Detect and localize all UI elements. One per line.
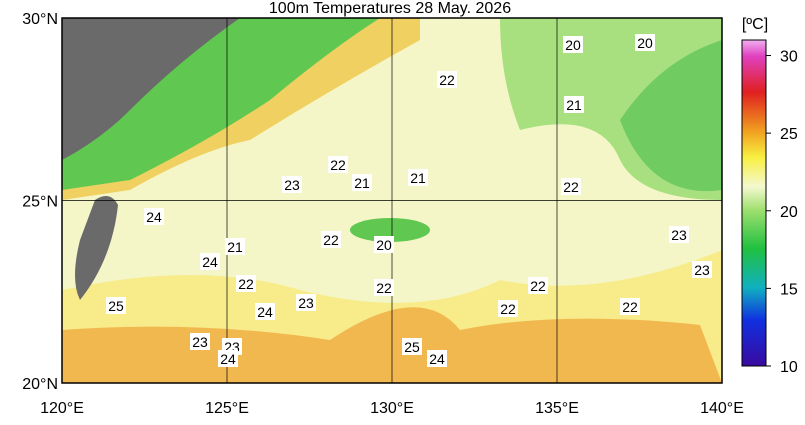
contour-label: 22 — [238, 276, 254, 292]
contour-label-bg — [437, 71, 457, 88]
contour-label-bg — [498, 300, 518, 317]
colorbar-unit: [ºC] — [742, 16, 768, 33]
contour-label-bg — [255, 303, 275, 320]
x-tick-label: 125°E — [205, 400, 249, 417]
contour-label-bg — [635, 34, 655, 51]
contour-label-bg — [296, 294, 316, 311]
contour-label-bg — [374, 236, 394, 253]
contour-label: 22 — [530, 278, 546, 294]
contour-label: 23 — [284, 177, 300, 193]
colorbar-tick-label: 25 — [780, 126, 798, 143]
contour-label-bg — [236, 275, 256, 292]
contour-label-bg — [282, 176, 302, 193]
contour-label: 21 — [410, 170, 426, 186]
contour-label-bg — [561, 178, 581, 195]
contour-label-bg — [352, 174, 372, 191]
colorbar — [741, 39, 767, 367]
contour-label-bg — [563, 36, 583, 53]
contour-label: 23 — [694, 262, 710, 278]
contour-label: 22 — [323, 232, 339, 248]
contour-label: 24 — [429, 351, 445, 367]
x-tick-label: 140°E — [700, 400, 744, 417]
y-tick-label: 30°N — [22, 11, 58, 28]
contour-label-bg — [374, 279, 394, 296]
contour-label-bg — [190, 333, 210, 350]
y-tick-label: 25°N — [22, 194, 58, 211]
contour-label: 23 — [192, 334, 208, 350]
contour-label: 20 — [637, 35, 653, 51]
contour-label-bg — [144, 208, 164, 225]
contour-label-bg — [218, 350, 238, 367]
contour-label-bg — [620, 298, 640, 315]
map-title: 100m Temperatures 28 May. 2026 — [269, 0, 511, 17]
contour-label-bg — [225, 238, 245, 255]
contour-label: 22 — [376, 280, 392, 296]
colorbar-tick-label: 20 — [780, 204, 798, 221]
contour-label: 24 — [146, 209, 162, 225]
contour-label: 25 — [108, 298, 124, 314]
contour-label-bg — [564, 96, 584, 113]
contour-label-bg — [106, 297, 126, 314]
contour-label: 22 — [330, 157, 346, 173]
contour-label-bg — [408, 169, 428, 186]
contour-label: 22 — [622, 299, 638, 315]
x-tick-label: 135°E — [535, 400, 579, 417]
contour-label: 22 — [563, 179, 579, 195]
contour-label: 21 — [566, 97, 582, 113]
contour-label: 25 — [404, 339, 420, 355]
x-tick-label: 120°E — [40, 400, 84, 417]
contour-label-bg — [321, 231, 341, 248]
y-tick-label: 20°N — [22, 376, 58, 393]
colorbar-tick-label: 10 — [780, 359, 798, 376]
contour-label: 20 — [376, 237, 392, 253]
contour-label-bg — [427, 350, 447, 367]
x-tick-label: 130°E — [370, 400, 414, 417]
contour-label: 20 — [565, 37, 581, 53]
contour-label: 21 — [227, 239, 243, 255]
contour-label: 24 — [257, 304, 273, 320]
contour-label: 21 — [354, 175, 370, 191]
contour-label-bg — [200, 253, 220, 270]
colorbar-tick-label: 30 — [780, 49, 798, 66]
contour-label-bg — [328, 156, 348, 173]
contour-label-bg — [528, 277, 548, 294]
contour-label-bg — [402, 338, 422, 355]
colorbar-tick-label: 15 — [780, 281, 798, 298]
contour-label: 23 — [671, 227, 687, 243]
contour-label: 22 — [500, 301, 516, 317]
contour-label-bg — [692, 261, 712, 278]
contour-label-bg — [669, 226, 689, 243]
contour-label: 23 — [298, 295, 314, 311]
contour-label: 24 — [202, 254, 218, 270]
contour-label: 24 — [220, 351, 236, 367]
contour-label: 22 — [439, 72, 455, 88]
